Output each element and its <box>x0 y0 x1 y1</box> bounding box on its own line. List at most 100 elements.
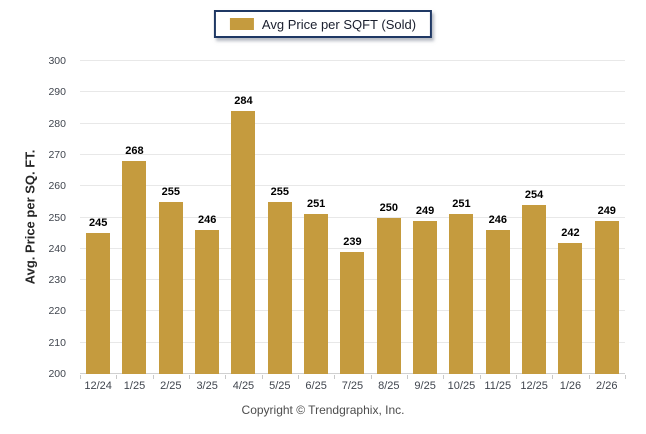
y-tick-label: 300 <box>48 55 66 67</box>
y-tick-label: 220 <box>48 305 66 318</box>
gridline <box>80 216 625 218</box>
x-tick-label: 1/26 <box>559 380 582 392</box>
plot-area: 245 268 255 246 284 255 251 239 250 249 251 246 254 2… <box>80 60 625 374</box>
bar-value-label: 249 <box>597 204 616 217</box>
y-tick-label: 230 <box>48 274 66 287</box>
axis-tick-mark <box>225 375 227 379</box>
bar-slot: 255 <box>262 61 298 374</box>
bar-12-24 <box>86 233 111 374</box>
x-tick-label: 8/25 <box>378 380 400 392</box>
y-tick-label: 280 <box>48 117 66 130</box>
y-tick-label: 250 <box>48 211 66 224</box>
bar-value-label: 251 <box>306 198 326 211</box>
x-tick-label: 12/25 <box>520 380 548 392</box>
bar-slot: 268 <box>116 61 152 374</box>
x-tick-label: 6/25 <box>305 380 327 392</box>
bars-row: 245 268 255 246 284 255 251 239 250 249 251 246 254 2… <box>80 61 625 374</box>
x-axis-labels: 12/24 1/25 2/25 3/25 4/25 5/25 6/25 7/25 8/25 9/2… <box>80 380 625 392</box>
bar-value-label: 255 <box>161 185 180 198</box>
legend-label: Avg Price per SQFT (Sold) <box>261 16 417 32</box>
axis-tick-mark <box>261 375 263 379</box>
bar-slot: 246 <box>189 61 225 374</box>
legend: Avg Price per SQFT (Sold) <box>213 10 433 38</box>
y-tick-label: 270 <box>48 148 66 161</box>
bar-slot: 239 <box>334 61 370 374</box>
bar-slot: 250 <box>371 61 407 374</box>
axis-tick-mark <box>516 375 517 379</box>
bar-slot: 284 <box>225 61 261 374</box>
bar-9-25 <box>413 220 438 374</box>
bar-3-25 <box>195 230 220 374</box>
axis-tick-mark <box>370 375 372 379</box>
y-tick-label: 200 <box>48 368 66 380</box>
bar-slot: 249 <box>407 61 443 374</box>
bar-value-label: 284 <box>234 95 253 108</box>
bar-value-label: 251 <box>452 198 471 211</box>
bar-7-25 <box>340 251 365 374</box>
gridline <box>80 247 625 249</box>
bar-slot: 245 <box>80 61 116 374</box>
bar-slot: 242 <box>552 61 588 374</box>
axis-tick-mark <box>407 375 408 379</box>
bar-8-25 <box>376 217 401 374</box>
x-tick-label: 7/25 <box>341 380 364 392</box>
bar-1-25 <box>122 161 147 374</box>
y-tick-label: 290 <box>48 86 66 99</box>
axis-ticks <box>80 374 626 379</box>
axis-tick-mark <box>189 375 190 379</box>
axis-tick-mark <box>443 375 445 379</box>
x-tick-label: 12/24 <box>84 380 112 392</box>
bar-12-25 <box>522 204 547 374</box>
x-tick-label: 11/25 <box>484 380 512 392</box>
gridline <box>80 185 625 187</box>
bar-value-label: 239 <box>343 235 362 248</box>
bar-slot: 251 <box>298 61 334 374</box>
y-tick-label: 240 <box>48 242 66 255</box>
bar-value-label: 245 <box>88 217 108 230</box>
bar-slot: 251 <box>443 61 479 374</box>
copyright-text: Copyright © Trendgraphix, Inc. <box>241 403 405 417</box>
x-tick-label: 1/25 <box>123 380 146 392</box>
x-tick-label: 3/25 <box>196 380 218 392</box>
x-tick-label: 9/25 <box>414 380 436 392</box>
legend-swatch-icon <box>229 18 254 30</box>
axis-tick-mark <box>152 375 154 379</box>
y-axis-labels: 200 210 220 230 240 250 260 270 280 290 300 <box>0 55 72 380</box>
bar-value-label: 268 <box>125 145 144 158</box>
axis-tick-mark <box>334 375 336 379</box>
bar-value-label: 249 <box>415 204 435 217</box>
x-tick-label: 2/26 <box>596 380 618 392</box>
x-tick-label: 2/25 <box>160 380 182 392</box>
bar-1-26 <box>558 242 583 374</box>
bar-2-26 <box>594 220 619 374</box>
y-tick-label: 260 <box>48 180 66 193</box>
bar-5-25 <box>267 201 292 374</box>
gridline <box>80 60 625 61</box>
gridline <box>80 122 625 124</box>
bar-value-label: 255 <box>270 185 289 198</box>
bar-4-25 <box>231 111 256 374</box>
bar-value-label: 246 <box>197 214 217 227</box>
bar-slot: 246 <box>480 61 516 374</box>
gridline <box>80 91 625 93</box>
y-tick-label: 210 <box>48 336 66 349</box>
axis-tick-mark <box>298 375 299 379</box>
bar-2-25 <box>158 201 183 374</box>
axis-tick-mark <box>116 375 118 379</box>
axis-tick-mark <box>588 375 590 379</box>
bar-11-25 <box>485 230 510 374</box>
bar-value-label: 250 <box>379 201 398 214</box>
x-tick-label: 5/25 <box>269 380 291 392</box>
axis-tick-mark <box>479 375 481 379</box>
bar-value-label: 254 <box>524 188 544 201</box>
bar-value-label: 242 <box>561 226 580 239</box>
bar-6-25 <box>304 214 329 374</box>
axis-tick-mark <box>552 375 554 379</box>
gridline <box>80 153 625 155</box>
bar-value-label: 246 <box>488 214 507 227</box>
axis-tick-mark <box>80 375 81 379</box>
bar-slot: 249 <box>589 61 625 374</box>
x-tick-label: 4/25 <box>232 380 255 392</box>
bar-slot: 254 <box>516 61 552 374</box>
